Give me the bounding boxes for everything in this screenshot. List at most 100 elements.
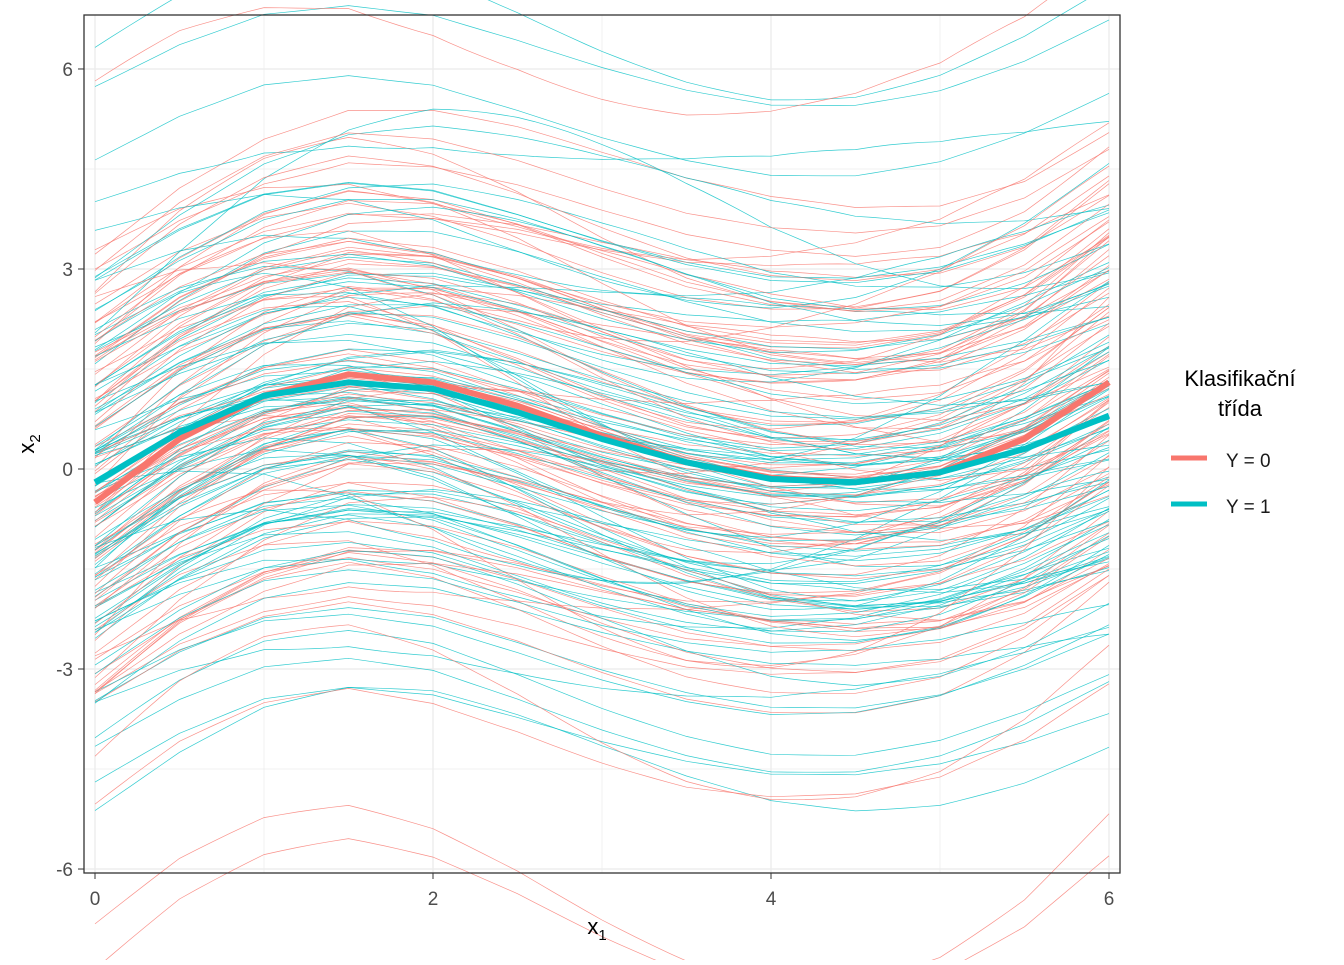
curve-y1 [94,281,1110,386]
curve-y0 [94,190,1110,364]
curve-y0 [94,137,1110,308]
curve-y0 [94,271,1110,422]
curve-y1 [94,455,1110,547]
curve-y0 [94,253,1110,412]
curve-y1 [94,531,1110,632]
curve-y1 [94,657,1110,773]
curve-y0 [94,218,1110,361]
curve-y0 [94,307,1110,439]
curve-y0 [94,110,1110,255]
x-tick-label: 6 [1104,889,1115,910]
curve-y1 [94,285,1110,376]
curve-y1 [94,206,1110,351]
curve-y0 [94,369,1110,492]
curve-y0 [99,838,1110,965]
curve-y1 [94,492,1110,584]
x-tick-label: 2 [428,889,439,910]
curve-y0 [94,249,1110,383]
curve-y0 [94,286,1110,459]
y-tick-label: 6 [62,60,73,81]
curve-y0 [94,219,1110,370]
curve-y1 [94,509,1110,641]
curve-y0 [94,263,1110,402]
curve-y1 [94,569,1110,675]
curve-y1 [94,320,1110,427]
curve-y0 [94,322,1110,447]
y-tick-label: -3 [56,660,73,681]
curve-y1 [94,75,1110,177]
curve-y0 [94,195,1110,323]
curve-y1 [94,516,1110,633]
curve-y1 [94,121,1110,203]
curve-y1 [94,322,1110,451]
curve-y1 [94,607,1110,709]
curve-y0 [94,441,1110,594]
x-axis-label: x1 [587,914,606,944]
curve-y0 [94,240,1110,376]
curve-y1 [94,230,1110,365]
curve-y1 [94,386,1110,497]
curve-y1 [94,359,1110,451]
curve-y0 [94,194,1110,324]
curve-y1 [94,406,1110,528]
x-tick-label: 4 [766,889,777,910]
curve-y0 [94,683,1110,805]
curve-y0 [94,805,1110,965]
curve-y0 [94,319,1110,453]
curve-y1 [94,400,1110,547]
axis-ticks: 0 2 4 6 -6 -3 0 3 6 [56,60,1114,910]
legend-title-line1: Klasifikační [1184,366,1295,391]
curve-y0 [94,415,1110,577]
curve-y0 [94,386,1110,559]
curve-y1 [94,459,1110,582]
curve-y1 [94,5,1110,106]
curve-y1 [94,626,1110,703]
curve-y0 [94,496,1110,678]
curve-y1 [94,429,1110,551]
curve-y1 [94,550,1110,686]
curve-y1 [94,348,1110,467]
curve-y1 [94,183,1110,312]
curve-y0 [94,246,1110,375]
curve-y0 [94,458,1110,598]
curve-y1 [94,108,1110,334]
plot-panel-border [83,14,1121,874]
curve-y1 [94,613,1110,715]
curve-y1 [94,333,1110,440]
curve-y1 [94,489,1110,627]
curve-y0 [94,0,1048,116]
curve-y0 [94,122,1110,261]
curve-y1 [94,687,1110,783]
curve-y1 [94,426,1110,571]
curve-y1 [94,312,1110,427]
curve-y1 [94,262,1110,383]
curve-y1 [94,272,1110,348]
curve-y1 [94,0,1087,101]
curve-y1 [94,429,1110,555]
curve-y0 [94,311,1110,443]
curve-y1 [94,451,1110,562]
curve-y1 [94,125,1110,279]
curve-y1 [94,444,1110,581]
curve-y1 [94,304,1110,410]
curve-y1 [94,272,1110,460]
curve-y0 [94,146,1110,270]
y-tick-label: 0 [62,460,73,481]
curve-y0 [94,155,1110,294]
curve-y0 [94,281,1110,430]
curve-y0 [94,624,1110,801]
curve-y0 [94,397,1110,523]
curve-y1 [94,582,1110,704]
curve-y0 [94,454,1110,594]
curve-y0 [94,485,1110,607]
curve-y0 [94,448,1110,624]
mean-curves [93,371,1111,505]
curve-y1 [94,199,1110,310]
curve-y0 [94,463,1110,601]
curve-y1 [94,351,1110,465]
x-tick-label: 0 [90,889,101,910]
curve-y0 [94,325,1110,474]
curve-y0 [94,407,1110,553]
curve-y0 [94,387,1110,515]
